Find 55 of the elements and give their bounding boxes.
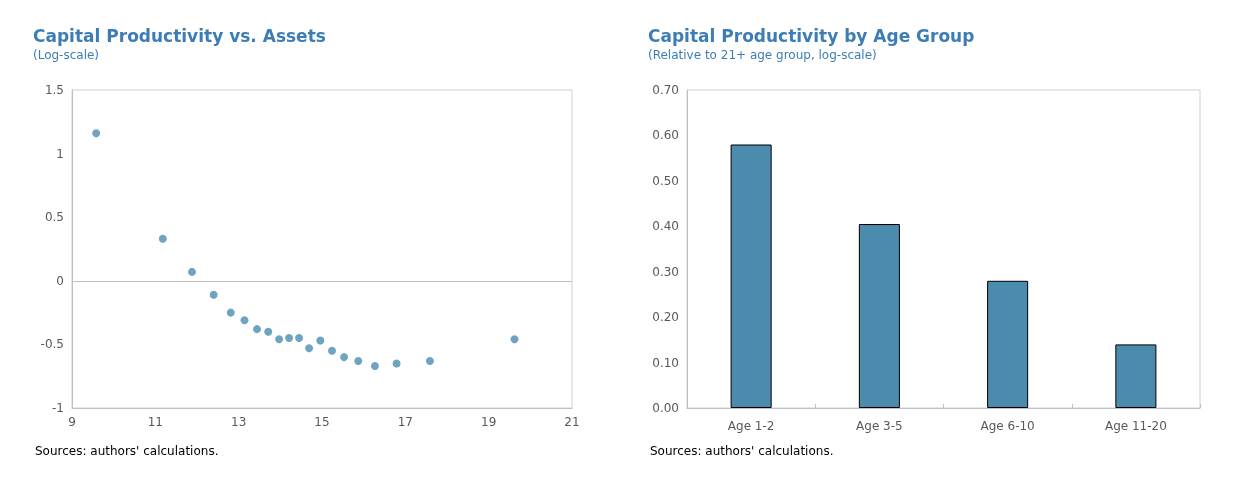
y-tick-label: -1	[52, 401, 64, 415]
source-note: Sources: authors' calculations.	[650, 444, 834, 458]
x-tick-label: Age 6-10	[980, 419, 1035, 433]
y-tick-label: 0.30	[652, 264, 679, 279]
chart-subtitle: (Relative to 21+ age group, log-scale)	[648, 48, 877, 62]
y-tick-label: 0.70	[652, 83, 679, 97]
x-tick-label: Age 11-20	[1104, 419, 1167, 433]
y-tick-label: 0.60	[652, 128, 679, 143]
x-tick-label: Age 3-5	[856, 419, 903, 433]
point	[510, 335, 519, 344]
y-tick-label: 1	[56, 146, 64, 161]
y-tick-label: 1.5	[44, 83, 64, 97]
point	[305, 344, 314, 353]
bar	[730, 144, 772, 408]
y-tick-label: 0.00	[652, 401, 679, 415]
point	[285, 334, 294, 343]
point	[240, 316, 249, 325]
y-tick-label: -0.5	[40, 337, 64, 352]
x-tick-label: 11	[147, 415, 163, 429]
x-tick-label: 9	[68, 415, 76, 429]
y-tick-label: 0.5	[44, 210, 64, 225]
point	[354, 356, 363, 365]
point	[226, 308, 235, 317]
y-tick-label: 0.40	[652, 219, 679, 234]
x-tick-label: 19	[481, 415, 497, 429]
chart-subtitle: (Log-scale)	[33, 48, 100, 62]
source-note: Sources: authors' calculations.	[35, 444, 219, 458]
point	[425, 356, 434, 365]
x-tick-label: 15	[314, 415, 330, 429]
point	[328, 346, 336, 355]
x-tick-label: 21	[564, 415, 580, 429]
point	[316, 336, 325, 345]
point	[158, 234, 167, 243]
point	[392, 359, 401, 368]
y-tick-label: 0.20	[652, 310, 679, 325]
point	[370, 362, 379, 371]
point	[92, 129, 101, 138]
point	[275, 335, 284, 344]
chart-title: Capital Productivity vs. Assets	[33, 25, 326, 46]
y-tick-label: 0.50	[652, 173, 679, 188]
bar	[987, 280, 1029, 408]
y-tick-label: 0.10	[652, 355, 679, 370]
point	[188, 267, 196, 276]
x-tick-label: Age 1-2	[727, 419, 775, 433]
point	[209, 290, 218, 299]
point	[253, 325, 261, 334]
bar	[1115, 344, 1157, 408]
x-tick-label: 13	[231, 415, 247, 429]
y-tick-label: 0	[56, 273, 64, 288]
point	[340, 353, 349, 362]
chart-title: Capital Productivity by Age Group	[648, 25, 975, 46]
point	[295, 334, 304, 343]
x-tick-label: 17	[397, 415, 413, 429]
point	[264, 327, 273, 336]
bar	[858, 224, 900, 408]
